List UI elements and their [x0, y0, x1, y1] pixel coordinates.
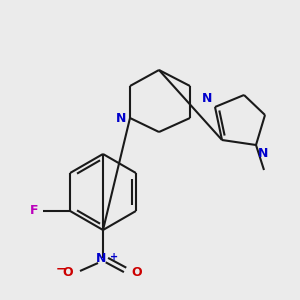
Text: +: + — [110, 252, 118, 262]
Text: N: N — [116, 112, 126, 124]
Text: O: O — [131, 266, 142, 278]
Text: F: F — [30, 205, 38, 218]
Text: O: O — [62, 266, 73, 280]
Text: N: N — [96, 251, 106, 265]
Text: −: − — [56, 262, 66, 275]
Text: N: N — [202, 92, 212, 105]
Text: N: N — [258, 147, 268, 160]
